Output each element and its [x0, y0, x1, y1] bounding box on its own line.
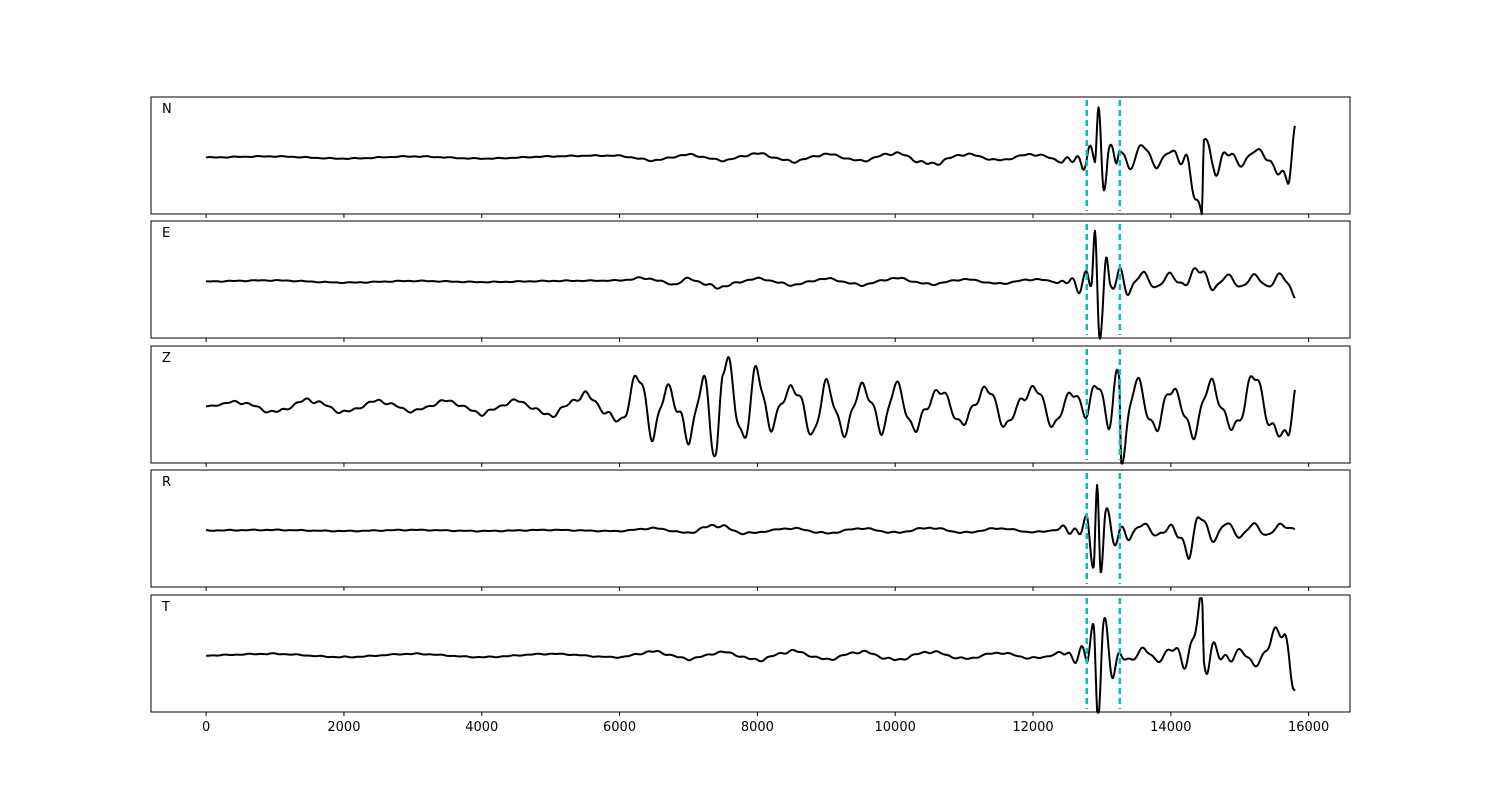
panel-frame — [150, 594, 1351, 713]
panel-label: N — [162, 102, 172, 117]
panel-label: Z — [162, 351, 171, 366]
trace-r — [205, 484, 1296, 574]
x-tick-label: 16000 — [1288, 720, 1329, 735]
panels-group: N E Z R T — [150, 96, 1351, 716]
panel-e: E — [150, 220, 1351, 342]
trace-z — [205, 356, 1296, 465]
trace-t — [205, 597, 1296, 714]
panel-r: R — [150, 469, 1351, 591]
panel-t: T — [150, 594, 1351, 716]
x-axis: 0 2000 4000 6000 8000 10000 12000 14000 16000 — [202, 720, 1329, 735]
panel-label: E — [162, 226, 170, 241]
x-tick-label: 14000 — [1150, 720, 1191, 735]
panel-frame — [150, 96, 1351, 215]
trace-n — [205, 106, 1296, 216]
panel-label: R — [162, 475, 171, 490]
panel-frame — [150, 469, 1351, 588]
panel-n: N — [150, 96, 1351, 218]
panel-label: T — [161, 600, 170, 615]
x-tick-label: 10000 — [875, 720, 916, 735]
x-tick-label: 2000 — [327, 720, 360, 735]
x-tick-label: 6000 — [603, 720, 636, 735]
panel-frame — [150, 220, 1351, 339]
x-tick-label: 8000 — [741, 720, 774, 735]
x-tick-label: 4000 — [465, 720, 498, 735]
x-tick-label: 0 — [202, 720, 210, 735]
trace-e — [205, 229, 1296, 340]
panel-z: Z — [150, 345, 1351, 467]
panel-frame — [150, 345, 1351, 464]
x-tick-label: 12000 — [1012, 720, 1053, 735]
